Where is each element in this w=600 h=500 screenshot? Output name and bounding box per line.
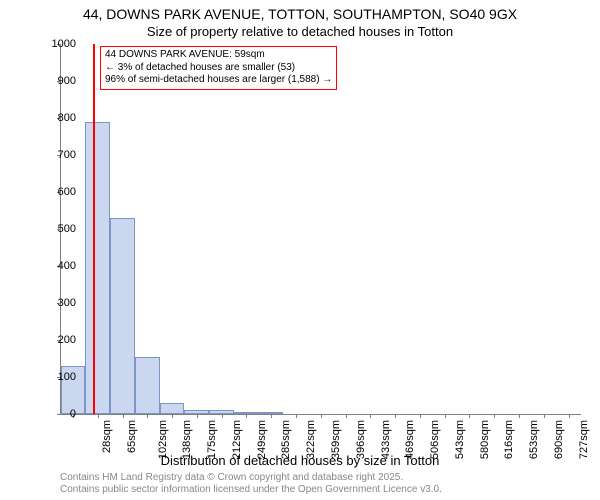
x-tick-label: 690sqm	[553, 420, 565, 459]
x-tick-mark	[346, 414, 347, 418]
x-tick-mark	[98, 414, 99, 418]
histogram-bar	[160, 403, 184, 414]
y-tick-label: 0	[26, 408, 76, 420]
x-tick-label: 102sqm	[157, 420, 169, 459]
histogram-bar	[85, 122, 110, 414]
x-tick-label: 65sqm	[126, 420, 138, 453]
x-tick-label: 212sqm	[231, 420, 243, 459]
x-tick-mark	[494, 414, 495, 418]
x-tick-mark	[271, 414, 272, 418]
x-tick-mark	[445, 414, 446, 418]
chart-title-address: 44, DOWNS PARK AVENUE, TOTTON, SOUTHAMPT…	[0, 6, 600, 22]
histogram-bar	[184, 410, 209, 414]
x-tick-mark	[123, 414, 124, 418]
property-marker-line	[93, 44, 95, 414]
x-tick-label: 506sqm	[429, 420, 441, 459]
x-tick-label: 138sqm	[181, 420, 193, 459]
histogram-bar	[135, 357, 160, 414]
x-tick-mark	[569, 414, 570, 418]
x-tick-mark	[296, 414, 297, 418]
histogram-bar	[259, 412, 283, 414]
x-tick-label: 285sqm	[280, 420, 292, 459]
x-tick-mark	[147, 414, 148, 418]
x-tick-label: 359sqm	[330, 420, 342, 459]
y-tick-label: 300	[26, 297, 76, 309]
x-tick-mark	[222, 414, 223, 418]
callout-line-1: 44 DOWNS PARK AVENUE: 59sqm	[105, 49, 332, 62]
x-tick-label: 653sqm	[528, 420, 540, 459]
y-tick-label: 800	[26, 112, 76, 124]
callout-line-2: ← 3% of detached houses are smaller (53)	[105, 62, 332, 75]
property-marker-callout: 44 DOWNS PARK AVENUE: 59sqm ← 3% of deta…	[100, 46, 337, 90]
footer-line-2: Contains public sector information licen…	[60, 484, 442, 496]
property-size-chart: 44, DOWNS PARK AVENUE, TOTTON, SOUTHAMPT…	[0, 0, 600, 500]
y-tick-label: 600	[26, 186, 76, 198]
y-tick-label: 900	[26, 75, 76, 87]
x-tick-label: 175sqm	[206, 420, 218, 459]
y-tick-label: 500	[26, 223, 76, 235]
x-tick-label: 616sqm	[503, 420, 515, 459]
x-tick-label: 580sqm	[479, 420, 491, 459]
plot-area: 44 DOWNS PARK AVENUE: 59sqm ← 3% of deta…	[60, 44, 581, 415]
x-tick-label: 249sqm	[256, 420, 268, 459]
attribution-footer: Contains HM Land Registry data © Crown c…	[60, 472, 442, 496]
x-tick-mark	[544, 414, 545, 418]
x-tick-mark	[519, 414, 520, 418]
x-tick-label: 322sqm	[305, 420, 317, 459]
x-tick-mark	[172, 414, 173, 418]
y-tick-label: 400	[26, 260, 76, 272]
y-tick-label: 100	[26, 371, 76, 383]
x-tick-mark	[395, 414, 396, 418]
x-tick-mark	[321, 414, 322, 418]
chart-subtitle: Size of property relative to detached ho…	[0, 24, 600, 39]
x-tick-label: 28sqm	[101, 420, 113, 453]
x-tick-mark	[469, 414, 470, 418]
y-tick-label: 200	[26, 334, 76, 346]
histogram-bar	[110, 218, 135, 414]
x-tick-label: 396sqm	[355, 420, 367, 459]
histogram-bar	[209, 410, 234, 414]
x-tick-mark	[370, 414, 371, 418]
footer-line-1: Contains HM Land Registry data © Crown c…	[60, 472, 442, 484]
x-tick-label: 543sqm	[454, 420, 466, 459]
x-tick-mark	[197, 414, 198, 418]
callout-line-3: 96% of semi-detached houses are larger (…	[105, 74, 332, 87]
x-tick-mark	[246, 414, 247, 418]
y-tick-label: 700	[26, 149, 76, 161]
histogram-bar	[234, 412, 259, 414]
x-tick-label: 727sqm	[578, 420, 590, 459]
x-tick-label: 433sqm	[380, 420, 392, 459]
x-tick-mark	[420, 414, 421, 418]
y-tick-label: 1000	[26, 38, 76, 50]
x-tick-label: 469sqm	[404, 420, 416, 459]
